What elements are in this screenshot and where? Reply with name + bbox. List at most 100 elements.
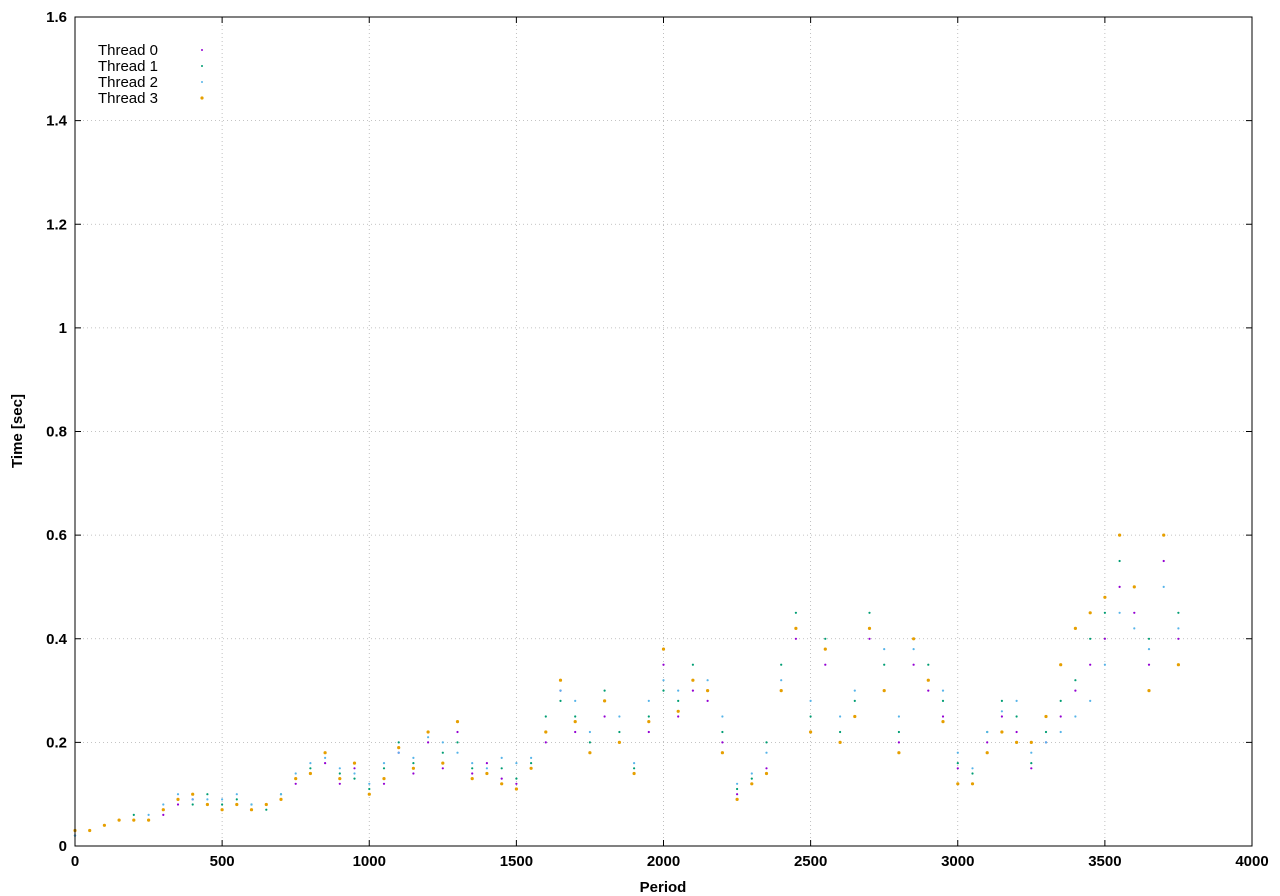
series-thread-3 xyxy=(73,533,1180,833)
data-point xyxy=(353,767,356,770)
data-point xyxy=(1162,533,1166,537)
data-point xyxy=(1044,730,1048,734)
data-point xyxy=(588,741,592,744)
data-point xyxy=(441,767,444,770)
data-point xyxy=(867,626,872,631)
data-point xyxy=(1044,714,1048,719)
data-point xyxy=(1015,730,1018,734)
data-point xyxy=(1030,767,1033,770)
legend-label-thread-2: Thread 2 xyxy=(98,74,158,91)
y-tick-label: 0.2 xyxy=(46,734,67,751)
legend-marker-thread-0 xyxy=(201,49,203,51)
data-point xyxy=(647,720,651,724)
data-point xyxy=(839,715,842,718)
data-point xyxy=(338,767,341,770)
data-point xyxy=(191,792,195,796)
data-point xyxy=(397,751,400,754)
x-tick-label: 3500 xyxy=(1088,853,1121,870)
x-tick-label: 0 xyxy=(71,853,79,870)
data-point xyxy=(1118,559,1121,563)
data-point xyxy=(1089,637,1092,640)
data-point xyxy=(750,777,753,780)
data-point xyxy=(1015,740,1019,745)
data-point xyxy=(735,797,739,802)
y-tick-label: 0.6 xyxy=(46,527,67,544)
data-point xyxy=(530,762,533,765)
data-point xyxy=(839,730,842,734)
data-point xyxy=(1118,533,1122,537)
data-point xyxy=(338,777,342,781)
data-point xyxy=(544,730,548,734)
data-point xyxy=(883,663,886,666)
data-point xyxy=(912,637,916,641)
data-point xyxy=(368,782,371,785)
data-point xyxy=(206,798,209,801)
data-point xyxy=(353,772,356,775)
data-point xyxy=(515,782,518,785)
data-point xyxy=(235,798,238,801)
data-point xyxy=(235,793,238,796)
data-point xyxy=(1074,679,1077,682)
data-point xyxy=(956,782,960,786)
data-point xyxy=(279,797,283,802)
data-point xyxy=(574,730,577,734)
data-point xyxy=(455,720,460,724)
x-tick-label: 1500 xyxy=(500,853,533,870)
data-point xyxy=(382,777,386,781)
data-point xyxy=(677,689,680,692)
data-point xyxy=(721,730,724,734)
data-point xyxy=(1029,740,1033,745)
data-point xyxy=(191,803,194,806)
data-point xyxy=(162,803,165,806)
data-point xyxy=(1073,626,1077,631)
data-point xyxy=(588,730,592,734)
x-tick-label: 3000 xyxy=(941,853,974,870)
data-point xyxy=(558,678,563,682)
data-point xyxy=(1088,611,1092,615)
data-point xyxy=(927,689,930,692)
legend: Thread 0 Thread 1 Thread 2 Thread 3 xyxy=(98,42,204,107)
data-point xyxy=(147,818,151,822)
data-point xyxy=(1059,730,1062,734)
data-point xyxy=(235,802,239,807)
data-point xyxy=(1176,663,1180,667)
data-point xyxy=(927,663,930,666)
data-point xyxy=(324,762,327,765)
data-point xyxy=(1015,715,1018,718)
data-point xyxy=(1059,663,1063,667)
data-point xyxy=(720,751,725,755)
data-point xyxy=(1000,730,1004,734)
data-point xyxy=(397,746,401,750)
data-point xyxy=(662,679,665,682)
data-point xyxy=(897,715,901,718)
data-point xyxy=(956,767,959,770)
data-point xyxy=(721,741,724,744)
data-point xyxy=(765,741,768,744)
data-point xyxy=(1147,637,1151,640)
data-point xyxy=(971,772,974,775)
data-point xyxy=(221,798,224,801)
data-point xyxy=(736,793,739,796)
data-point xyxy=(368,787,371,791)
data-point xyxy=(206,793,209,796)
data-point xyxy=(941,699,945,703)
data-point xyxy=(868,637,871,640)
series-thread-2 xyxy=(73,585,1180,837)
data-point xyxy=(265,808,268,811)
legend-marker-thread-3 xyxy=(200,96,204,100)
data-point xyxy=(382,767,386,770)
data-point xyxy=(794,611,798,614)
data-point xyxy=(736,782,739,785)
data-point xyxy=(1103,611,1106,614)
data-point xyxy=(882,689,886,693)
x-tick-label: 2000 xyxy=(647,853,680,870)
data-point xyxy=(1089,663,1092,666)
data-point xyxy=(88,828,92,833)
data-point xyxy=(1044,741,1048,744)
data-point xyxy=(500,782,504,786)
data-point xyxy=(117,818,121,822)
x-tick-label: 2500 xyxy=(794,853,827,870)
data-point xyxy=(544,715,547,718)
data-point xyxy=(1059,715,1062,718)
